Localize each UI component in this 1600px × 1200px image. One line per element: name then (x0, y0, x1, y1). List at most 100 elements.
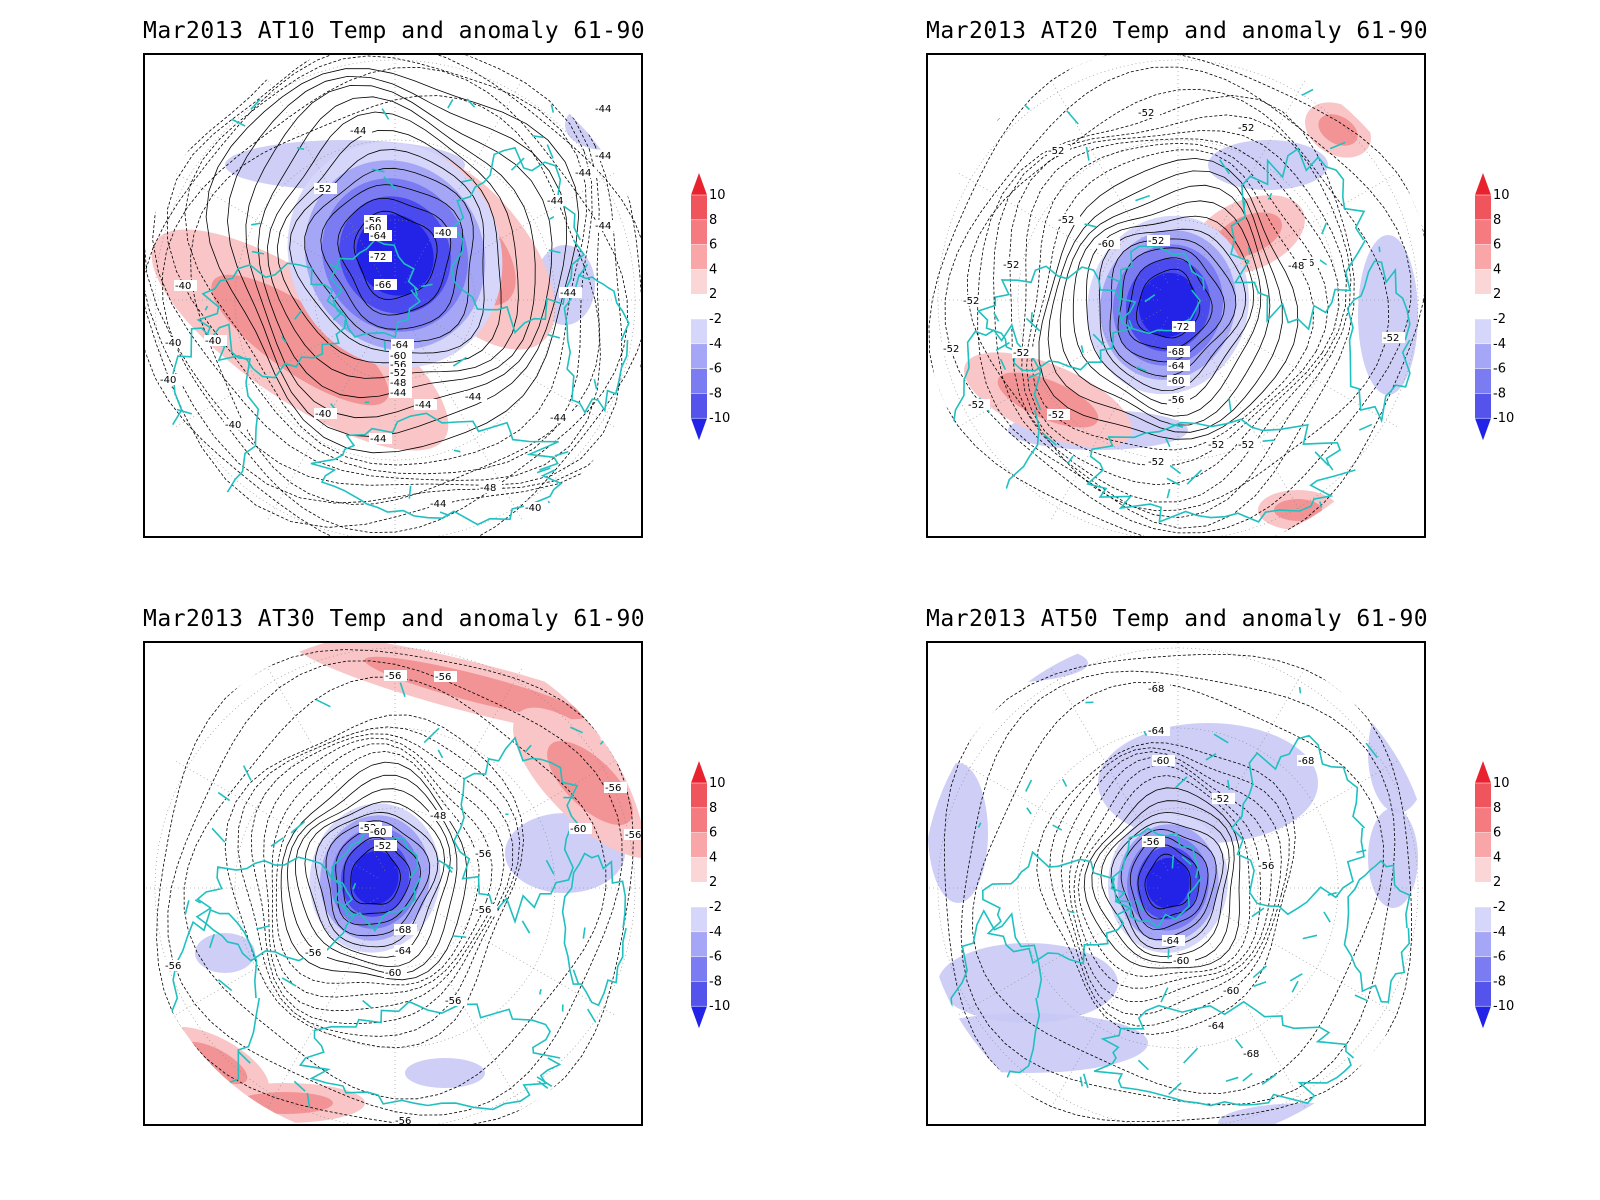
svg-text:-56: -56 (475, 905, 491, 916)
svg-text:-56: -56 (1143, 837, 1159, 848)
contour-label: -44 (574, 167, 597, 179)
contour-label: -64 (394, 945, 417, 957)
anomaly-cold-patch (405, 1058, 485, 1088)
colorbar-arrow-bottom (1475, 1006, 1491, 1029)
temperature-contour (315, 811, 439, 948)
svg-text:-60: -60 (370, 827, 386, 838)
temperature-contour (227, 75, 567, 438)
svg-text:-44: -44 (465, 392, 481, 403)
temperature-contour (275, 750, 480, 986)
map-svg: -52 -52 -52 -52 -52 -52 -52 -52 -52 -52 -56 -60 -52 -… (928, 55, 1424, 536)
colorbar-tick-label: 4 (1493, 850, 1501, 865)
temperature-contour (245, 85, 553, 419)
contour-label: -60 (389, 350, 412, 362)
contour-label: -40 (524, 502, 547, 514)
anomaly-cold-patch (195, 933, 255, 973)
svg-text:-56: -56 (165, 961, 181, 972)
colorbar-segment (691, 882, 707, 907)
svg-text:-72: -72 (1173, 322, 1189, 333)
contour-label: -68 (394, 924, 417, 936)
colorbar-tick-label: 8 (709, 801, 717, 816)
contour-label: -64 (1167, 360, 1190, 372)
temperature-contour (304, 167, 474, 343)
contour-label: -68 (1167, 346, 1190, 358)
temperature-contour (271, 743, 493, 998)
svg-text:-64: -64 (392, 340, 408, 351)
temperature-contour (1109, 238, 1237, 377)
svg-text:-52: -52 (360, 823, 376, 834)
contour-label: -56 (474, 904, 497, 916)
temperature-contour (167, 55, 593, 475)
contour-label: -56 (1167, 394, 1190, 406)
svg-text:-56: -56 (385, 671, 401, 682)
contour-label: -66 (374, 279, 397, 291)
contour-label: -52 (962, 295, 985, 307)
contour-label: -64 (369, 230, 392, 242)
contour-label: -52 (374, 840, 397, 852)
colorbar-tick-label: -2 (709, 312, 722, 327)
colorbar-segment (1475, 981, 1491, 1007)
temperature-contour (1038, 157, 1299, 440)
contour-label: -40 (204, 335, 227, 347)
contour-label: -56 (384, 670, 407, 682)
colorbar-tick-label: -4 (1493, 337, 1506, 352)
svg-text:-44: -44 (390, 388, 406, 399)
temperature-contour (1091, 800, 1235, 964)
contour-label: -56 (364, 215, 387, 227)
temperature-contour (161, 66, 629, 534)
contour-label: -60 (1172, 955, 1195, 967)
contour-label: -40 (434, 227, 457, 239)
contour-label: -48 (389, 377, 412, 389)
svg-text:-60: -60 (390, 351, 406, 362)
map-svg: -68 -64 -60 -68 -52 -56 -56 -64 -60 -60 -64 -68 (928, 643, 1424, 1124)
colorbar-tick-label: -2 (709, 900, 722, 915)
contour-label: -60 (364, 222, 387, 234)
colorbar-segment (1475, 269, 1491, 295)
colorbar-tick-label: -8 (1493, 974, 1506, 989)
contour-label: -56 (1142, 836, 1165, 848)
colorbar-tick-label: 6 (709, 238, 717, 253)
colorbar-svg: 10 8 6 4 2 -2 -4 -6 -8 -10 (691, 173, 730, 441)
contour-label: -40 (314, 408, 337, 420)
svg-text:-60: -60 (365, 223, 381, 234)
contour-label: -40 (224, 419, 247, 431)
contour-label: -56 (434, 671, 457, 683)
colorbar-tick-label: -4 (709, 925, 722, 940)
svg-text:-48: -48 (390, 378, 406, 389)
colorbar-tick-label: 10 (1493, 776, 1510, 791)
contour-label: -52 (1002, 259, 1025, 271)
svg-text:-52: -52 (943, 344, 959, 355)
svg-text:-52: -52 (1238, 123, 1254, 134)
colorbar-segment (1475, 343, 1491, 369)
colorbar-tick-label: -2 (1493, 900, 1506, 915)
svg-text:-72: -72 (370, 252, 386, 263)
colorbar-tick-label: -10 (1493, 999, 1514, 1014)
svg-text:-56: -56 (365, 216, 381, 227)
contour-label: -52 (1012, 347, 1035, 359)
temperature-contour (960, 670, 1396, 1106)
colorbar-segment (691, 832, 707, 858)
contour-label: -52 (389, 367, 412, 379)
svg-text:-52: -52 (315, 184, 331, 195)
svg-text:-52: -52 (1383, 333, 1399, 344)
svg-text:-52: -52 (1208, 440, 1224, 451)
temperature-contour (1083, 787, 1241, 969)
svg-text:-68: -68 (1148, 684, 1164, 695)
colorbar: 10 8 6 4 2 -2 -4 -6 -8 -10 (689, 761, 749, 1045)
colorbar-segment (691, 857, 707, 883)
panel-title: Mar2013 AT10 Temp and anomaly 61-90 (143, 18, 646, 44)
temperature-contour (224, 714, 525, 1049)
temperature-contour (183, 676, 607, 1100)
colorbar-segment (1475, 294, 1491, 319)
contour-label: -64 (391, 339, 414, 351)
contour-label: -52 (1057, 214, 1080, 226)
colorbar-tick-label: -10 (1493, 411, 1514, 426)
colorbar-segment (1475, 931, 1491, 957)
temperature-contour (1129, 836, 1209, 931)
contour-label: -64 (1147, 725, 1170, 737)
svg-text:-40: -40 (435, 228, 451, 239)
contour-label: -52 (1237, 122, 1260, 134)
temperature-contour (1036, 742, 1296, 1035)
polar-map: -44 -44 -44 -44 -44 -44 -44 -40 -40 -40 -40 -40 -40 -… (143, 53, 643, 538)
colorbar: 10 8 6 4 2 -2 -4 -6 -8 -10 (689, 173, 749, 457)
